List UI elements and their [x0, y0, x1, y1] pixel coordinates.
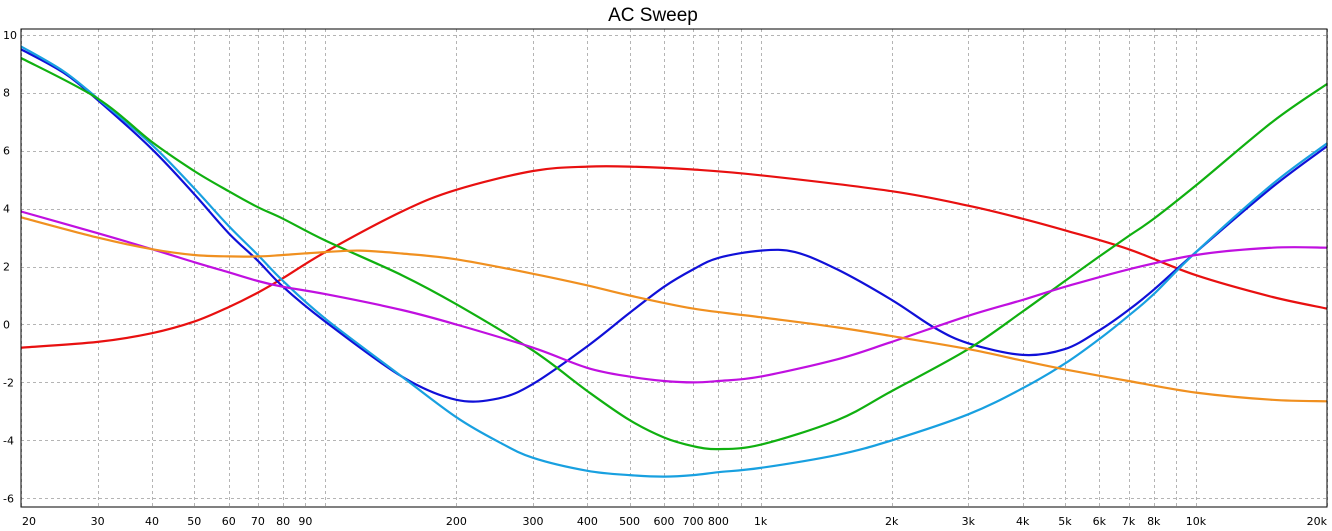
x-tick-label: 200	[446, 515, 467, 528]
y-tick-label: -4	[3, 434, 14, 447]
series-line-3	[20, 45, 1328, 478]
x-tick-label: 10k	[1186, 515, 1207, 528]
x-tick-label: 2k	[885, 515, 899, 528]
x-tick-label: 50	[187, 515, 201, 528]
x-tick-label: 6k	[1093, 515, 1107, 528]
y-tick-label: 0	[3, 318, 10, 331]
series-line-1	[20, 165, 1328, 349]
series-line-5	[20, 210, 1328, 384]
x-tick-label: 700	[683, 515, 704, 528]
y-tick-label: 6	[3, 145, 10, 158]
x-tick-label: 40	[145, 515, 159, 528]
y-tick-label: -2	[3, 376, 14, 389]
x-tick-label: 5k	[1058, 515, 1072, 528]
y-tick-label: 4	[3, 203, 10, 216]
y-tick-label: 10	[3, 29, 17, 42]
y-tick-label: -6	[3, 492, 14, 505]
y-tick-label: 8	[3, 87, 10, 100]
x-tick-label: 600	[654, 515, 675, 528]
series-line-6	[20, 216, 1328, 403]
series-line-2	[20, 48, 1328, 403]
x-tick-label: 4k	[1016, 515, 1030, 528]
x-tick-label: 60	[222, 515, 236, 528]
x-tick-label: 3k	[962, 515, 976, 528]
x-tick-label: 80	[276, 515, 290, 528]
x-tick-label: 90	[298, 515, 312, 528]
x-tick-label: 7k	[1122, 515, 1136, 528]
x-axis-tick-labels: 20 30 40 50 60 70 80 90 200 300 400 500 600 700 800 1k 2…	[22, 515, 1328, 528]
x-tick-label: 800	[708, 515, 729, 528]
y-axis-tick-labels: 10 8 6 4 2 0 -2 -4 -6	[3, 29, 17, 506]
y-tick-label: 2	[3, 261, 10, 274]
series-line-4	[20, 57, 1328, 451]
x-tick-label: 30	[91, 515, 105, 528]
grid-lines	[21, 29, 1328, 507]
plot-frame	[20, 28, 1328, 508]
series-lines	[20, 45, 1328, 478]
x-tick-label: 400	[577, 515, 598, 528]
x-tick-label: 300	[522, 515, 543, 528]
x-tick-label: 500	[619, 515, 640, 528]
x-tick-label: 70	[251, 515, 265, 528]
x-tick-label: 8k	[1147, 515, 1161, 528]
chart-title: AC Sweep	[608, 5, 698, 26]
x-tick-label: 20k	[1307, 515, 1328, 528]
x-tick-label: 20	[22, 515, 36, 528]
x-tick-label: 1k	[754, 515, 768, 528]
